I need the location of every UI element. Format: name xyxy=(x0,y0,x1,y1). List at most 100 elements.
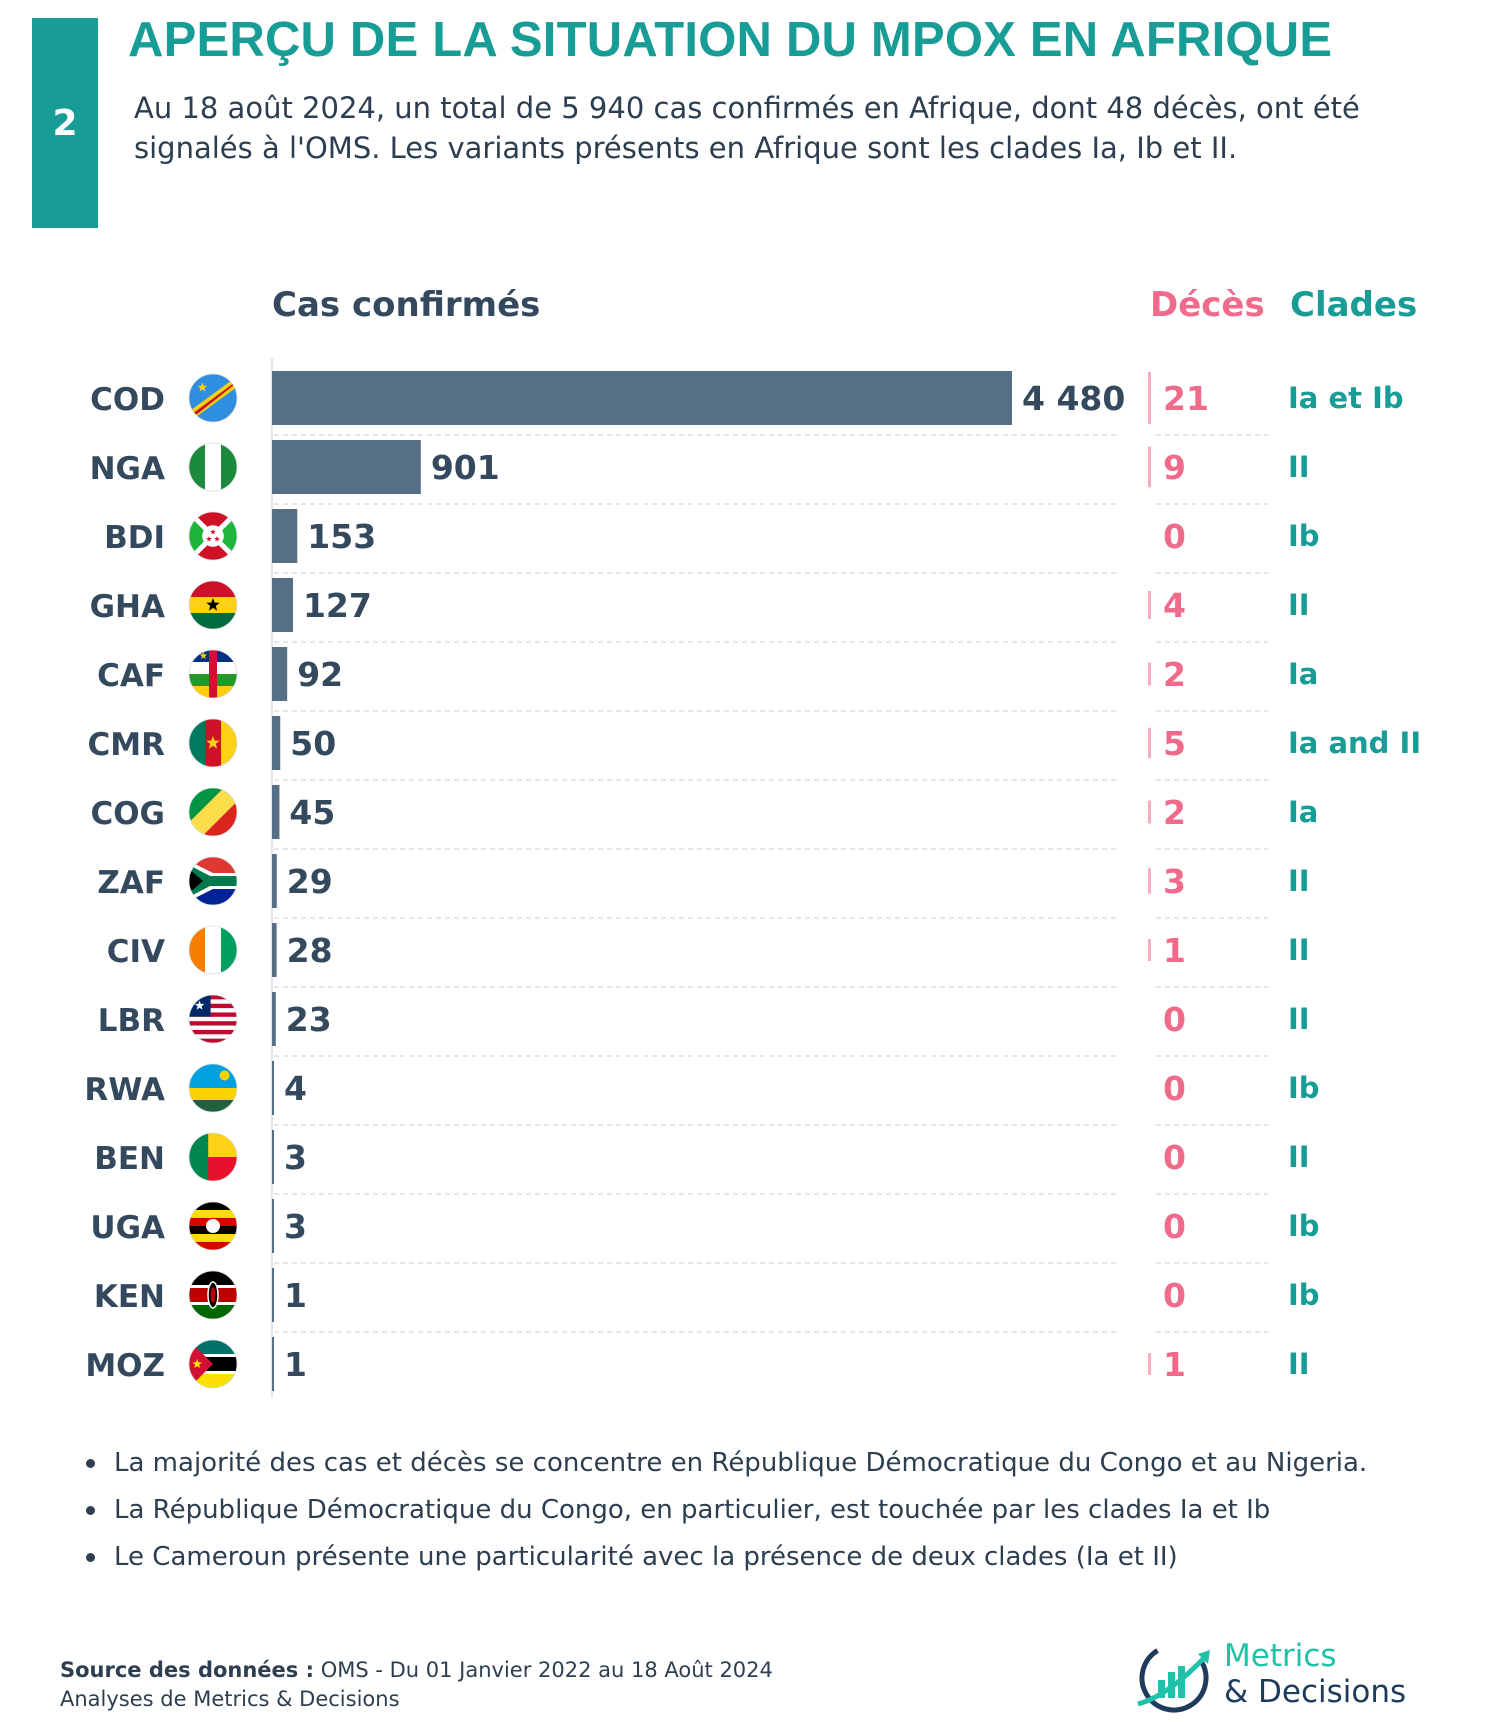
cases-bar xyxy=(272,716,281,770)
country-code-label: CIV xyxy=(107,934,165,970)
deaths-bar xyxy=(1148,662,1151,686)
section-number-badge: 2 xyxy=(32,18,98,228)
cases-value-label: 153 xyxy=(307,517,376,556)
deaths-value-label: 4 xyxy=(1163,586,1186,625)
flag-lbr-icon xyxy=(188,994,238,1044)
deaths-bar xyxy=(1148,1353,1151,1375)
flag-caf-icon xyxy=(188,649,238,699)
deaths-value-label: 2 xyxy=(1163,655,1186,694)
deaths-value-label: 0 xyxy=(1163,1138,1186,1177)
country-code-label: MOZ xyxy=(85,1348,165,1384)
country-code-label: KEN xyxy=(94,1279,165,1315)
cases-value-label: 1 xyxy=(284,1276,307,1315)
country-code-label: NGA xyxy=(90,451,165,487)
flag-nga-icon xyxy=(188,442,238,492)
cases-bar xyxy=(272,1199,274,1253)
clade-label: II xyxy=(1288,933,1310,967)
deaths-value-label: 0 xyxy=(1163,517,1186,556)
deaths-bar xyxy=(1148,727,1151,759)
clade-label: Ib xyxy=(1288,1209,1320,1243)
country-code-label: GHA xyxy=(90,589,165,625)
deaths-value-label: 0 xyxy=(1163,1000,1186,1039)
flag-ken-icon xyxy=(188,1270,238,1320)
flag-civ-icon xyxy=(188,925,238,975)
clade-label: Ia xyxy=(1288,795,1318,829)
page-title: APERÇU DE LA SITUATION DU MPOX EN AFRIQU… xyxy=(128,13,1333,67)
clade-label: II xyxy=(1288,450,1310,484)
deaths-value-label: 0 xyxy=(1163,1276,1186,1315)
cases-value-label: 50 xyxy=(290,724,336,763)
clade-label: II xyxy=(1288,1002,1310,1036)
metrics-decisions-logo: Metrics & Decisions xyxy=(1128,1638,1448,1718)
cases-bar xyxy=(272,1337,274,1391)
deaths-column-header: Décès xyxy=(1150,285,1265,325)
clade-label: Ia and II xyxy=(1288,726,1421,760)
deaths-bar xyxy=(1148,372,1151,424)
cases-bar xyxy=(272,509,298,563)
deaths-bar xyxy=(1148,446,1151,488)
deaths-value-label: 0 xyxy=(1163,1069,1186,1108)
deaths-value-label: 0 xyxy=(1163,1207,1186,1246)
clade-label: Ia et Ib xyxy=(1288,381,1404,415)
cases-bar xyxy=(272,854,277,908)
cases-value-label: 1 xyxy=(284,1345,307,1384)
clade-label: Ib xyxy=(1288,519,1320,553)
cases-bar xyxy=(272,785,280,839)
cases-bar xyxy=(272,1268,274,1322)
cases-bar xyxy=(272,992,276,1046)
cases-bar xyxy=(272,578,293,632)
finding-item: La majorité des cas et décès se concentr… xyxy=(84,1440,1367,1487)
cases-value-label: 3 xyxy=(284,1207,307,1246)
country-code-label: RWA xyxy=(84,1072,165,1108)
clade-label: Ib xyxy=(1288,1278,1320,1312)
country-code-label: ZAF xyxy=(97,865,165,901)
flag-gha-icon xyxy=(188,580,238,630)
deaths-value-label: 21 xyxy=(1163,379,1209,418)
flag-cmr-icon xyxy=(188,718,238,768)
country-code-label: CMR xyxy=(88,727,166,763)
logo-line-1: Metrics xyxy=(1224,1638,1337,1674)
cases-value-label: 23 xyxy=(286,1000,332,1039)
clade-label: II xyxy=(1288,1140,1310,1174)
cases-value-label: 4 480 xyxy=(1022,379,1125,418)
clade-label: II xyxy=(1288,588,1310,622)
clade-label: Ib xyxy=(1288,1071,1320,1105)
deaths-bar xyxy=(1148,868,1151,894)
cases-bar xyxy=(272,1130,274,1184)
deaths-bar xyxy=(1148,800,1151,824)
country-code-label: COG xyxy=(90,796,165,832)
deaths-bar xyxy=(1148,591,1151,619)
page-subtitle: Au 18 août 2024, un total de 5 940 cas c… xyxy=(134,91,1360,165)
country-code-label: BDI xyxy=(104,520,165,556)
flag-bdi-icon xyxy=(188,511,238,561)
cases-value-label: 28 xyxy=(287,931,333,970)
clade-label: II xyxy=(1288,1347,1310,1381)
country-code-label: BEN xyxy=(94,1141,165,1177)
cases-value-label: 3 xyxy=(284,1138,307,1177)
country-code-label: UGA xyxy=(90,1210,165,1246)
clade-label: Ia xyxy=(1288,657,1318,691)
cases-value-label: 92 xyxy=(297,655,343,694)
cases-value-label: 901 xyxy=(431,448,500,487)
deaths-bar xyxy=(1148,939,1151,961)
deaths-value-label: 9 xyxy=(1163,448,1186,487)
deaths-value-label: 1 xyxy=(1163,931,1186,970)
clade-label: II xyxy=(1288,864,1310,898)
cases-value-label: 127 xyxy=(303,586,372,625)
source-label: Source des données : xyxy=(60,1658,314,1682)
finding-item: La République Démocratique du Congo, en … xyxy=(84,1487,1367,1534)
flag-moz-icon xyxy=(188,1339,238,1389)
cases-bar xyxy=(272,923,277,977)
cases-value-label: 29 xyxy=(287,862,333,901)
deaths-value-label: 2 xyxy=(1163,793,1186,832)
cases-bar xyxy=(272,1061,274,1115)
flag-uga-icon xyxy=(188,1201,238,1251)
logo-chart-icon xyxy=(1137,1643,1210,1713)
logo-line-2: & Decisions xyxy=(1224,1674,1407,1710)
cases-bar xyxy=(272,440,421,494)
cases-bar xyxy=(272,647,288,701)
source-text: OMS - Du 01 Janvier 2022 au 18 Août 2024 xyxy=(320,1658,773,1682)
deaths-value-label: 3 xyxy=(1163,862,1186,901)
cases-column-header: Cas confirmés xyxy=(272,285,541,325)
clades-column-header: Clades xyxy=(1290,285,1418,325)
